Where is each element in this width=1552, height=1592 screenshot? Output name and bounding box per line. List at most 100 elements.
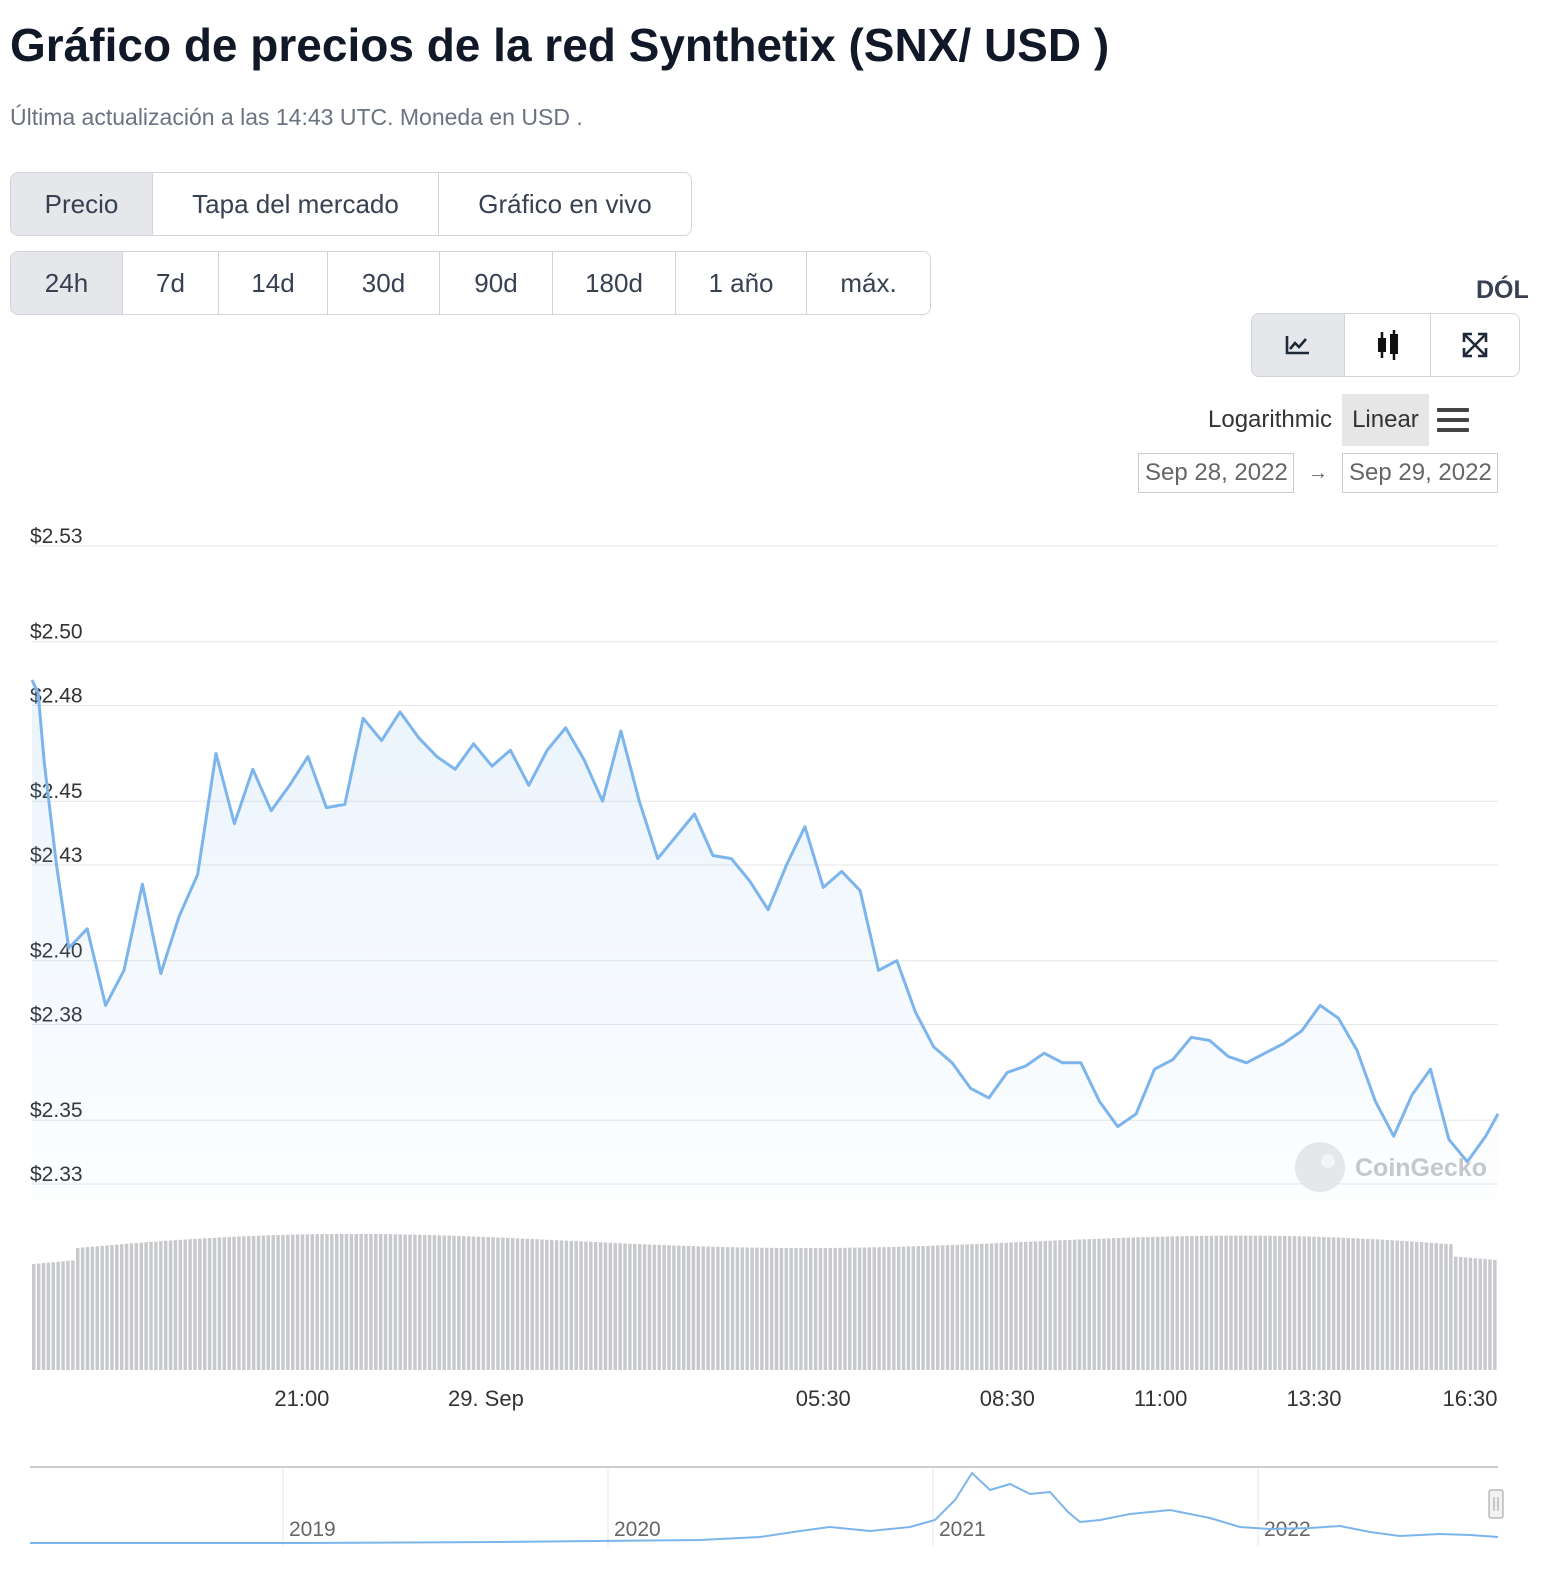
volume-bar	[1014, 1242, 1018, 1370]
volume-bar	[1038, 1241, 1043, 1370]
volume-bar	[413, 1234, 417, 1370]
volume-bar	[677, 1245, 681, 1370]
volume-bar	[593, 1242, 598, 1370]
range-30d-button[interactable]: 30d	[328, 252, 440, 314]
volume-bar	[1102, 1238, 1106, 1370]
volume-bar	[574, 1241, 578, 1370]
volume-bar	[999, 1242, 1004, 1370]
volume-bar	[657, 1244, 661, 1370]
volume-bar	[1019, 1242, 1023, 1370]
volume-bar	[56, 1261, 60, 1370]
volume-bar	[330, 1233, 334, 1370]
volume-bar	[1141, 1237, 1145, 1370]
volume-bar	[735, 1247, 740, 1370]
volume-bar	[784, 1247, 789, 1370]
volume-bar	[1336, 1237, 1341, 1370]
page-title: Gráfico de precios de la red Synthetix (…	[10, 19, 1110, 71]
volume-bar	[818, 1248, 823, 1370]
volume-bar	[110, 1245, 114, 1370]
tab-price[interactable]: Precio	[11, 173, 153, 235]
volume-bar	[432, 1235, 437, 1370]
range-180d-button[interactable]: 180d	[553, 252, 676, 314]
volume-bar	[804, 1248, 808, 1370]
volume-bar	[1317, 1236, 1321, 1370]
volume-bar	[691, 1246, 696, 1370]
volume-bar	[936, 1245, 940, 1370]
volume-bar	[369, 1233, 373, 1370]
date-to-input[interactable]: Sep 29, 2022	[1342, 453, 1498, 493]
volume-bar	[90, 1246, 95, 1370]
volume-bar	[1063, 1240, 1067, 1370]
volume-bar	[667, 1245, 671, 1370]
volume-bar	[1136, 1237, 1140, 1370]
volume-bar	[1239, 1235, 1243, 1370]
price-area	[32, 680, 1498, 1200]
range-7d-button[interactable]: 7d	[123, 252, 219, 314]
volume-bar	[1351, 1238, 1355, 1370]
volume-bar	[1224, 1235, 1228, 1370]
linear-scale-button[interactable]: Linear	[1342, 394, 1429, 446]
volume-bar	[41, 1263, 46, 1370]
volume-bar	[1180, 1236, 1184, 1370]
fullscreen-button[interactable]	[1431, 314, 1519, 376]
date-from-input[interactable]: Sep 28, 2022	[1138, 453, 1294, 493]
volume-bar	[1023, 1241, 1028, 1370]
volume-bar	[344, 1233, 349, 1370]
volume-bar	[813, 1248, 818, 1370]
hamburger-menu-icon[interactable]	[1435, 405, 1471, 435]
tab-live-chart[interactable]: Gráfico en vivo	[478, 188, 652, 219]
currency-label[interactable]: DÓL	[1476, 276, 1529, 304]
range-1-year-button[interactable]: 1 año	[676, 252, 807, 314]
volume-bar	[1346, 1237, 1350, 1370]
volume-bar	[701, 1246, 705, 1370]
volume-bar	[867, 1247, 872, 1370]
candlestick-chart-button[interactable]	[1345, 314, 1431, 376]
volume-bar	[1287, 1236, 1292, 1370]
volume-bar	[398, 1234, 402, 1370]
volume-bar	[349, 1233, 354, 1370]
volume-bar	[1209, 1235, 1214, 1370]
volume-bar	[1111, 1238, 1116, 1370]
volume-bar	[501, 1237, 505, 1370]
volume-bar	[760, 1247, 764, 1370]
range-14d-button[interactable]: 14d	[219, 252, 328, 314]
volume-bar	[1151, 1236, 1155, 1370]
volume-bar	[823, 1247, 828, 1370]
line-chart-button[interactable]	[1252, 314, 1345, 376]
range-90d-button[interactable]: 90d	[440, 252, 553, 314]
volume-bar	[1185, 1236, 1189, 1370]
volume-bar	[828, 1247, 833, 1370]
volume-bar	[144, 1242, 148, 1370]
logarithmic-scale-button[interactable]: Logarithmic	[1208, 406, 1333, 433]
volume-bar	[339, 1233, 344, 1370]
volume-bar	[1307, 1236, 1311, 1370]
volume-bar	[706, 1246, 710, 1370]
volume-bar	[1375, 1239, 1380, 1370]
volume-bar	[613, 1242, 617, 1370]
volume-bar	[1097, 1238, 1101, 1370]
volume-bar	[1410, 1241, 1414, 1370]
volume-bar	[207, 1237, 212, 1370]
tab-market-cap[interactable]: Tapa del mercado	[153, 173, 439, 235]
volume-bar	[637, 1244, 642, 1370]
volume-bar	[1473, 1258, 1478, 1370]
navigator-handle[interactable]	[1488, 1489, 1504, 1519]
volume-bar	[725, 1247, 730, 1370]
volume-bar	[100, 1245, 104, 1370]
volume-bar	[193, 1238, 197, 1370]
volume-bar	[965, 1244, 969, 1370]
volume-bar	[549, 1239, 554, 1370]
volume-bar	[901, 1246, 906, 1370]
range-24h-button[interactable]: 24h	[11, 252, 123, 314]
scale-selector: Logarithmic Linear	[1198, 394, 1471, 446]
navigator[interactable]: 2019 2020 2021 2022	[30, 1466, 1504, 1546]
volume-bar	[740, 1247, 745, 1370]
volume-bar	[1483, 1259, 1487, 1370]
volume-bar	[1082, 1239, 1087, 1370]
volume-bar	[1380, 1239, 1385, 1370]
volume-bar	[686, 1245, 691, 1370]
volume-bar	[1268, 1235, 1272, 1370]
range-max-button[interactable]: máx.	[840, 267, 897, 298]
volume-bar	[1165, 1236, 1170, 1370]
